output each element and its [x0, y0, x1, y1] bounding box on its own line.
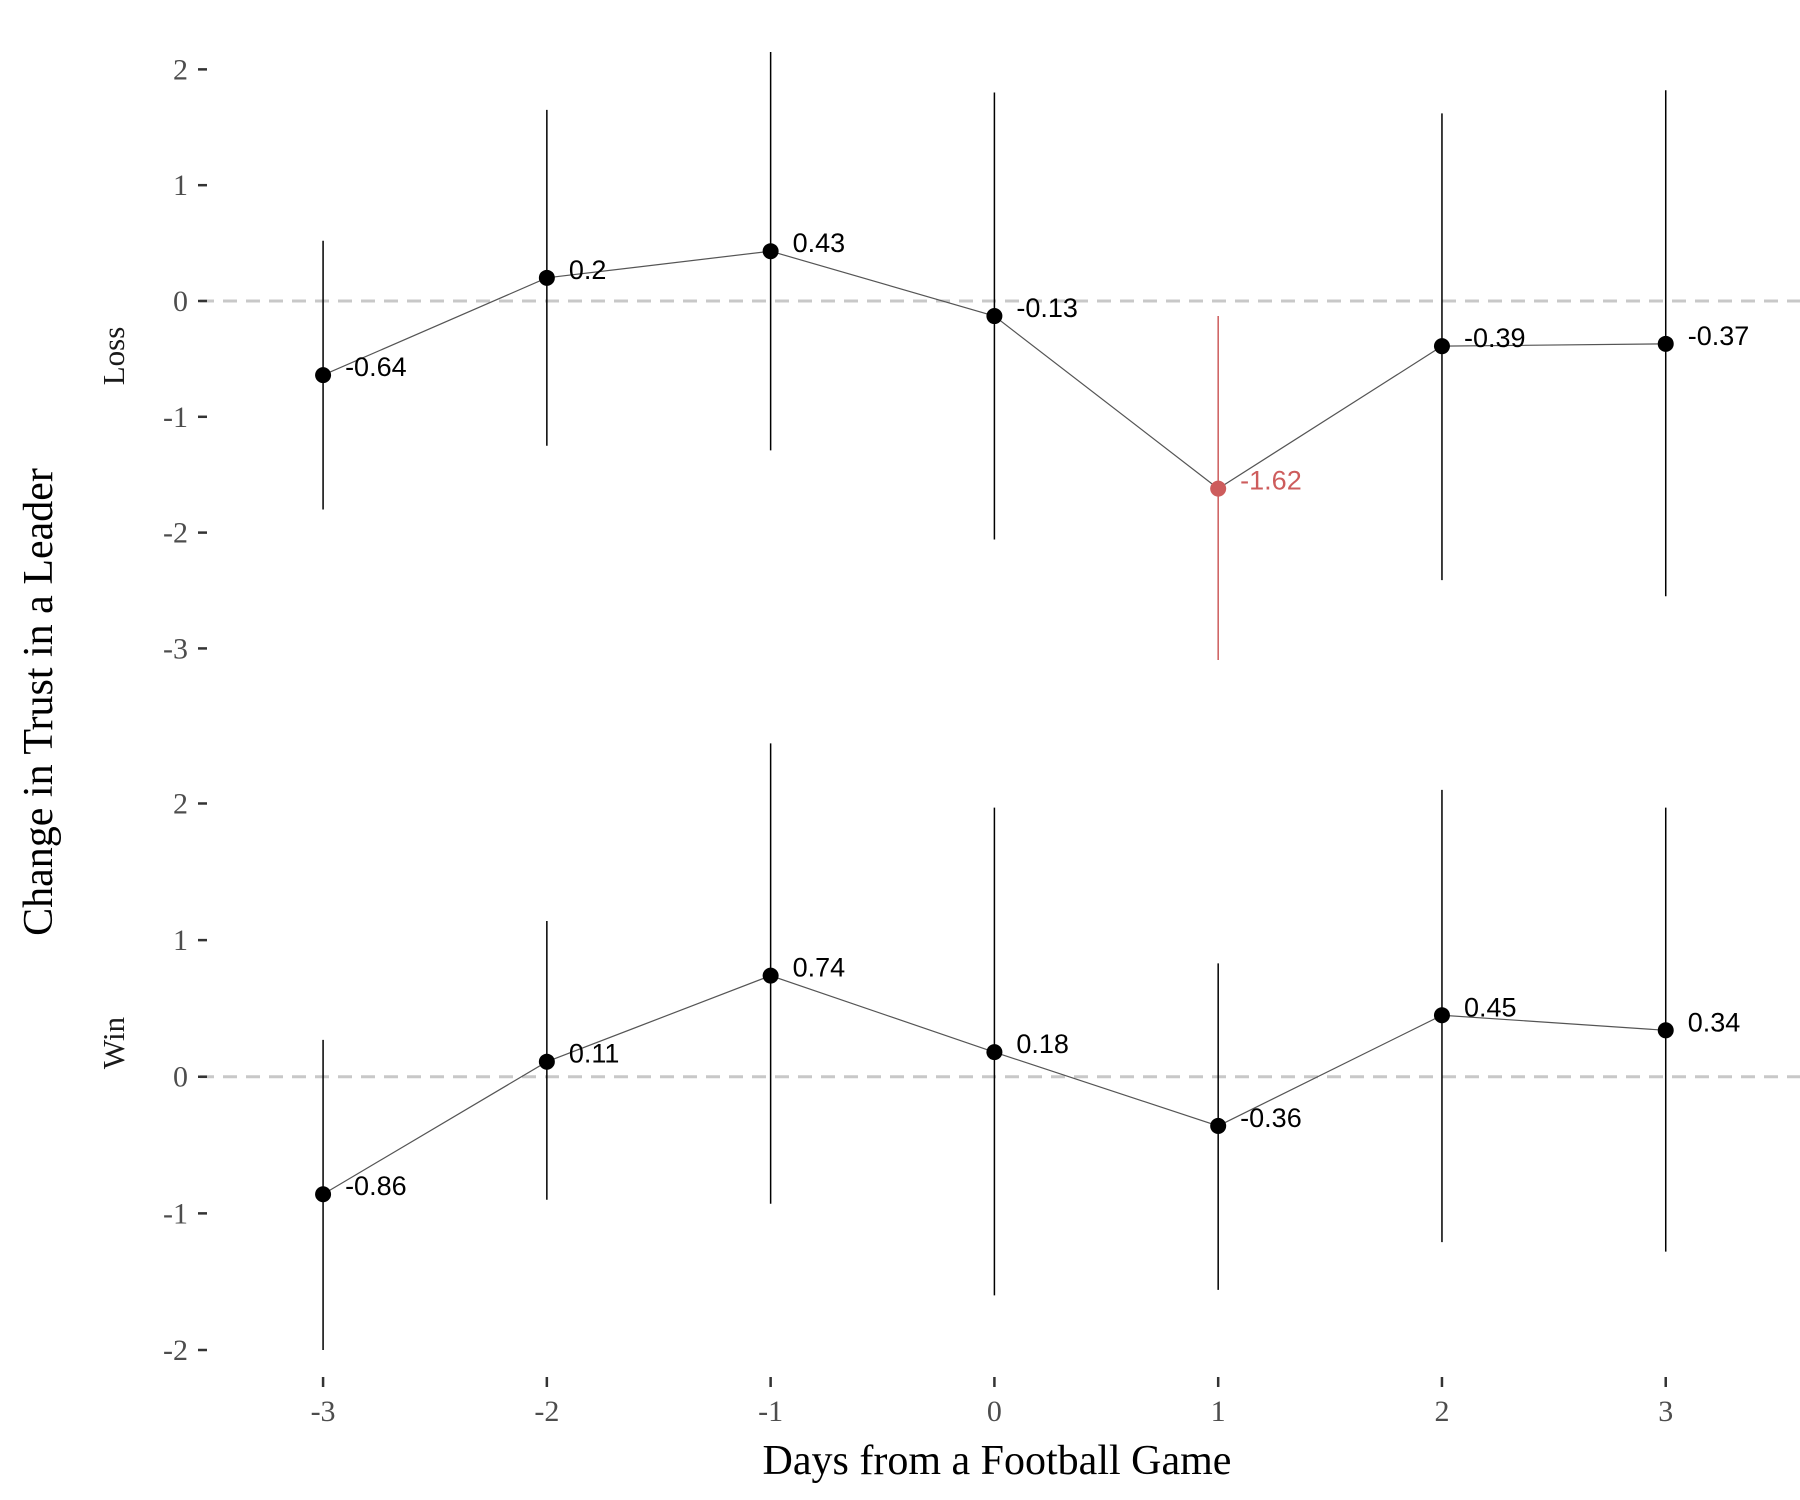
y-tick-label: 2: [173, 787, 188, 820]
data-point: [762, 967, 779, 984]
x-tick-label: 0: [987, 1395, 1002, 1428]
x-tick-label: 2: [1434, 1395, 1449, 1428]
data-label: 0.34: [1688, 1007, 1741, 1037]
y-tick-label: 1: [173, 169, 188, 202]
panels-layer: 2 1 0 -1 -2 -3 Loss -0.64 0.2 0.43 -0.13 -1.62 -0.39…: [96, 52, 1800, 1367]
y-axis-title: Change in Trust in a Leader: [16, 468, 62, 936]
data-point: [538, 269, 555, 286]
y-tick-label: -2: [163, 1334, 188, 1367]
data-point: [1657, 335, 1674, 352]
x-tick-label: 1: [1211, 1395, 1226, 1428]
data-point: [315, 1186, 332, 1203]
data-label: -0.39: [1464, 323, 1526, 353]
y-tick-label: -1: [163, 1197, 188, 1230]
data-label: 0.74: [793, 953, 846, 983]
data-label: 0.2: [569, 255, 607, 285]
y-tick-label: -2: [163, 517, 188, 550]
y-tick-label: 0: [173, 285, 188, 318]
y-tick-label: 1: [173, 924, 188, 957]
strip-label-win: Win: [96, 1016, 131, 1069]
data-point: [986, 1044, 1003, 1061]
data-point: [538, 1053, 555, 1070]
x-tick-label: -1: [758, 1395, 783, 1428]
data-label: 0.18: [1016, 1029, 1069, 1059]
data-point: [1210, 1117, 1227, 1134]
x-tick-label: 3: [1658, 1395, 1673, 1428]
data-point: [315, 367, 332, 384]
data-label: -0.37: [1688, 321, 1750, 351]
data-label: -1.62: [1240, 466, 1302, 496]
data-point: [986, 308, 1003, 325]
data-point: [762, 243, 779, 260]
data-label: 0.45: [1464, 992, 1517, 1022]
x-axis-title: Days from a Football Game: [763, 1438, 1232, 1484]
y-tick-label: -3: [163, 632, 188, 665]
data-point: [1210, 480, 1227, 497]
data-label: -0.13: [1016, 293, 1078, 323]
x-tick-label: -2: [534, 1395, 559, 1428]
panel-win: 2 1 0 -1 -2 Win -0.86 0.11 0.74 0.18 -0.36 0.45 0.34: [96, 743, 1800, 1367]
x-tick-label: -3: [311, 1395, 336, 1428]
data-label: -0.36: [1240, 1103, 1302, 1133]
panel-loss: 2 1 0 -1 -2 -3 Loss -0.64 0.2 0.43 -0.13 -1.62 -0.39…: [96, 52, 1800, 665]
y-tick-label: -1: [163, 401, 188, 434]
data-point: [1433, 1007, 1450, 1024]
y-tick-label: 0: [173, 1061, 188, 1094]
x-axis: -3 -2 -1 0 1 2 3: [311, 1377, 1673, 1428]
data-point: [1657, 1022, 1674, 1039]
data-label: -0.86: [345, 1171, 407, 1201]
data-point: [1433, 338, 1450, 355]
y-tick-label: 2: [173, 53, 188, 86]
data-label: 0.11: [569, 1039, 620, 1069]
strip-label-loss: Loss: [96, 327, 131, 386]
data-label: -0.64: [345, 352, 407, 382]
data-label: 0.43: [793, 228, 846, 258]
